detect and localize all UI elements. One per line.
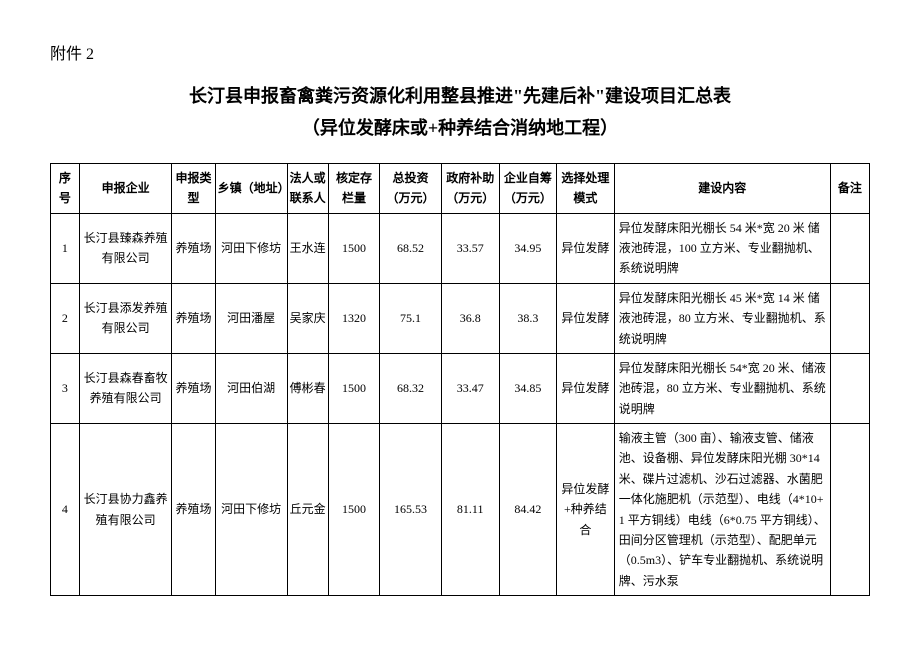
- cell-note: [830, 213, 869, 283]
- cell-person: 王水连: [287, 213, 328, 283]
- cell-content: 异位发酵床阳光棚长 54*宽 20 米、储液池砖混，80 立方米、专业翻抛机、系…: [614, 353, 830, 423]
- cell-stock: 1500: [328, 353, 379, 423]
- cell-invest: 68.32: [380, 353, 442, 423]
- title-block: 长汀县申报畜禽粪污资源化利用整县推进"先建后补"建设项目汇总表 （异位发酵床或+…: [50, 80, 870, 145]
- cell-seq: 4: [51, 424, 80, 596]
- cell-person: 傅彬春: [287, 353, 328, 423]
- cell-stock: 1320: [328, 283, 379, 353]
- cell-town: 河田伯湖: [215, 353, 287, 423]
- table-row: 1长汀县臻森养殖有限公司养殖场河田下修坊王水连150068.5233.5734.…: [51, 213, 870, 283]
- cell-person: 吴家庆: [287, 283, 328, 353]
- col-mode: 选择处理模式: [557, 163, 615, 213]
- cell-gov: 33.57: [441, 213, 499, 283]
- cell-gov: 36.8: [441, 283, 499, 353]
- cell-self: 34.95: [499, 213, 557, 283]
- cell-stock: 1500: [328, 424, 379, 596]
- cell-town: 河田下修坊: [215, 424, 287, 596]
- table-row: 2长汀县添发养殖有限公司养殖场河田潘屋吴家庆132075.136.838.3异位…: [51, 283, 870, 353]
- cell-self: 84.42: [499, 424, 557, 596]
- cell-content: 异位发酵床阳光棚长 45 米*宽 14 米 储液池砖混，80 立方米、专业翻抛机…: [614, 283, 830, 353]
- cell-type: 养殖场: [172, 213, 215, 283]
- cell-person: 丘元金: [287, 424, 328, 596]
- title-line-1: 长汀县申报畜禽粪污资源化利用整县推进"先建后补"建设项目汇总表: [50, 80, 870, 112]
- cell-enterprise: 长汀县森春畜牧养殖有限公司: [79, 353, 172, 423]
- cell-note: [830, 283, 869, 353]
- col-invest: 总投资（万元）: [380, 163, 442, 213]
- cell-seq: 1: [51, 213, 80, 283]
- cell-town: 河田下修坊: [215, 213, 287, 283]
- cell-self: 34.85: [499, 353, 557, 423]
- col-person: 法人或联系人: [287, 163, 328, 213]
- cell-type: 养殖场: [172, 353, 215, 423]
- table-row: 3长汀县森春畜牧养殖有限公司养殖场河田伯湖傅彬春150068.3233.4734…: [51, 353, 870, 423]
- cell-type: 养殖场: [172, 283, 215, 353]
- col-content: 建设内容: [614, 163, 830, 213]
- cell-mode: 异位发酵: [557, 283, 615, 353]
- col-self: 企业自筹（万元）: [499, 163, 557, 213]
- attachment-label: 附件 2: [50, 40, 870, 64]
- col-stock: 核定存栏量: [328, 163, 379, 213]
- col-type: 申报类型: [172, 163, 215, 213]
- cell-seq: 2: [51, 283, 80, 353]
- cell-enterprise: 长汀县臻森养殖有限公司: [79, 213, 172, 283]
- title-line-2: （异位发酵床或+种养结合消纳地工程）: [50, 112, 870, 144]
- col-note: 备注: [830, 163, 869, 213]
- cell-self: 38.3: [499, 283, 557, 353]
- cell-mode: 异位发酵: [557, 353, 615, 423]
- cell-mode: 异位发酵+种养结合: [557, 424, 615, 596]
- cell-mode: 异位发酵: [557, 213, 615, 283]
- cell-invest: 75.1: [380, 283, 442, 353]
- table-row: 4长汀县协力鑫养殖有限公司养殖场河田下修坊丘元金1500165.5381.118…: [51, 424, 870, 596]
- cell-enterprise: 长汀县协力鑫养殖有限公司: [79, 424, 172, 596]
- col-enterprise: 申报企业: [79, 163, 172, 213]
- cell-invest: 165.53: [380, 424, 442, 596]
- cell-note: [830, 424, 869, 596]
- cell-type: 养殖场: [172, 424, 215, 596]
- cell-note: [830, 353, 869, 423]
- cell-seq: 3: [51, 353, 80, 423]
- cell-gov: 33.47: [441, 353, 499, 423]
- cell-content: 输液主管（300 亩）、输液支管、储液池、设备棚、异位发酵床阳光棚 30*14 …: [614, 424, 830, 596]
- col-seq: 序号: [51, 163, 80, 213]
- cell-gov: 81.11: [441, 424, 499, 596]
- cell-content: 异位发酵床阳光棚长 54 米*宽 20 米 储液池砖混，100 立方米、专业翻抛…: [614, 213, 830, 283]
- cell-invest: 68.52: [380, 213, 442, 283]
- cell-stock: 1500: [328, 213, 379, 283]
- col-town: 乡镇（地址）: [215, 163, 287, 213]
- col-gov: 政府补助（万元）: [441, 163, 499, 213]
- summary-table: 序号 申报企业 申报类型 乡镇（地址） 法人或联系人 核定存栏量 总投资（万元）…: [50, 163, 870, 596]
- table-header-row: 序号 申报企业 申报类型 乡镇（地址） 法人或联系人 核定存栏量 总投资（万元）…: [51, 163, 870, 213]
- cell-enterprise: 长汀县添发养殖有限公司: [79, 283, 172, 353]
- cell-town: 河田潘屋: [215, 283, 287, 353]
